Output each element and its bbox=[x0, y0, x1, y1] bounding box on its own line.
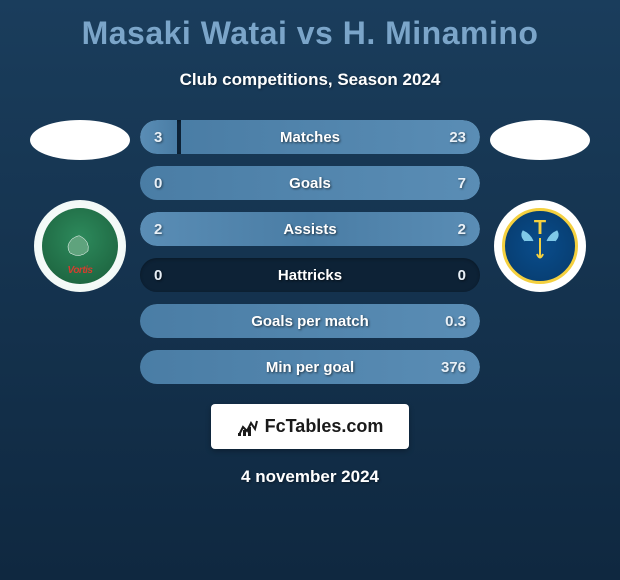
player-right-column: T bbox=[480, 120, 600, 292]
stat-value-left: 3 bbox=[154, 129, 162, 146]
stat-value-right: 23 bbox=[449, 129, 466, 146]
stat-row: 2 Assists 2 bbox=[140, 212, 480, 246]
tochigi-badge-inner: T bbox=[502, 208, 578, 284]
comparison-card: Masaki Watai vs H. Minamino Club competi… bbox=[0, 0, 620, 497]
stat-value-right: 2 bbox=[458, 221, 466, 238]
stat-value-left: 2 bbox=[154, 221, 162, 238]
vortis-swirl-icon bbox=[60, 231, 100, 261]
subtitle: Club competitions, Season 2024 bbox=[180, 70, 441, 90]
stat-value-right: 376 bbox=[441, 359, 466, 376]
brand-box[interactable]: FcTables.com bbox=[211, 404, 410, 449]
stat-row: 0 Hattricks 0 bbox=[140, 258, 480, 292]
stat-row: 0 Goals 7 bbox=[140, 166, 480, 200]
vortis-badge-inner: Vortis bbox=[42, 208, 118, 284]
club-badge-left: Vortis bbox=[34, 200, 126, 292]
stats-column: 3 Matches 23 0 Goals 7 2 Assists 2 0 Hattricks 0 Goa… bbox=[140, 120, 480, 384]
stat-label: Hattricks bbox=[278, 267, 342, 284]
main-area: Vortis 3 Matches 23 0 Goals 7 2 Assists 2 0 Hattri… bbox=[0, 120, 620, 384]
stat-value-right: 7 bbox=[458, 175, 466, 192]
stat-label: Assists bbox=[283, 221, 336, 238]
stat-value-right: 0.3 bbox=[445, 313, 466, 330]
stat-label: Goals per match bbox=[251, 313, 369, 330]
stat-row: 3 Matches 23 bbox=[140, 120, 480, 154]
stat-label: Min per goal bbox=[266, 359, 354, 376]
stat-value-left: 0 bbox=[154, 267, 162, 284]
player-right-avatar bbox=[490, 120, 590, 160]
vortis-badge-text: Vortis bbox=[68, 265, 93, 276]
player-left-avatar bbox=[30, 120, 130, 160]
date-text: 4 november 2024 bbox=[241, 467, 379, 487]
club-badge-right: T bbox=[494, 200, 586, 292]
stat-row: Goals per match 0.3 bbox=[140, 304, 480, 338]
stat-row: Min per goal 376 bbox=[140, 350, 480, 384]
player-left-column: Vortis bbox=[20, 120, 140, 292]
stat-label: Matches bbox=[280, 129, 340, 146]
stat-value-right: 0 bbox=[458, 267, 466, 284]
stat-label: Goals bbox=[289, 175, 331, 192]
tochigi-badge-letter: T bbox=[534, 217, 546, 240]
brand-text: FcTables.com bbox=[265, 416, 384, 437]
stat-value-left: 0 bbox=[154, 175, 162, 192]
page-title: Masaki Watai vs H. Minamino bbox=[82, 15, 539, 52]
fctables-logo-icon bbox=[237, 417, 259, 437]
